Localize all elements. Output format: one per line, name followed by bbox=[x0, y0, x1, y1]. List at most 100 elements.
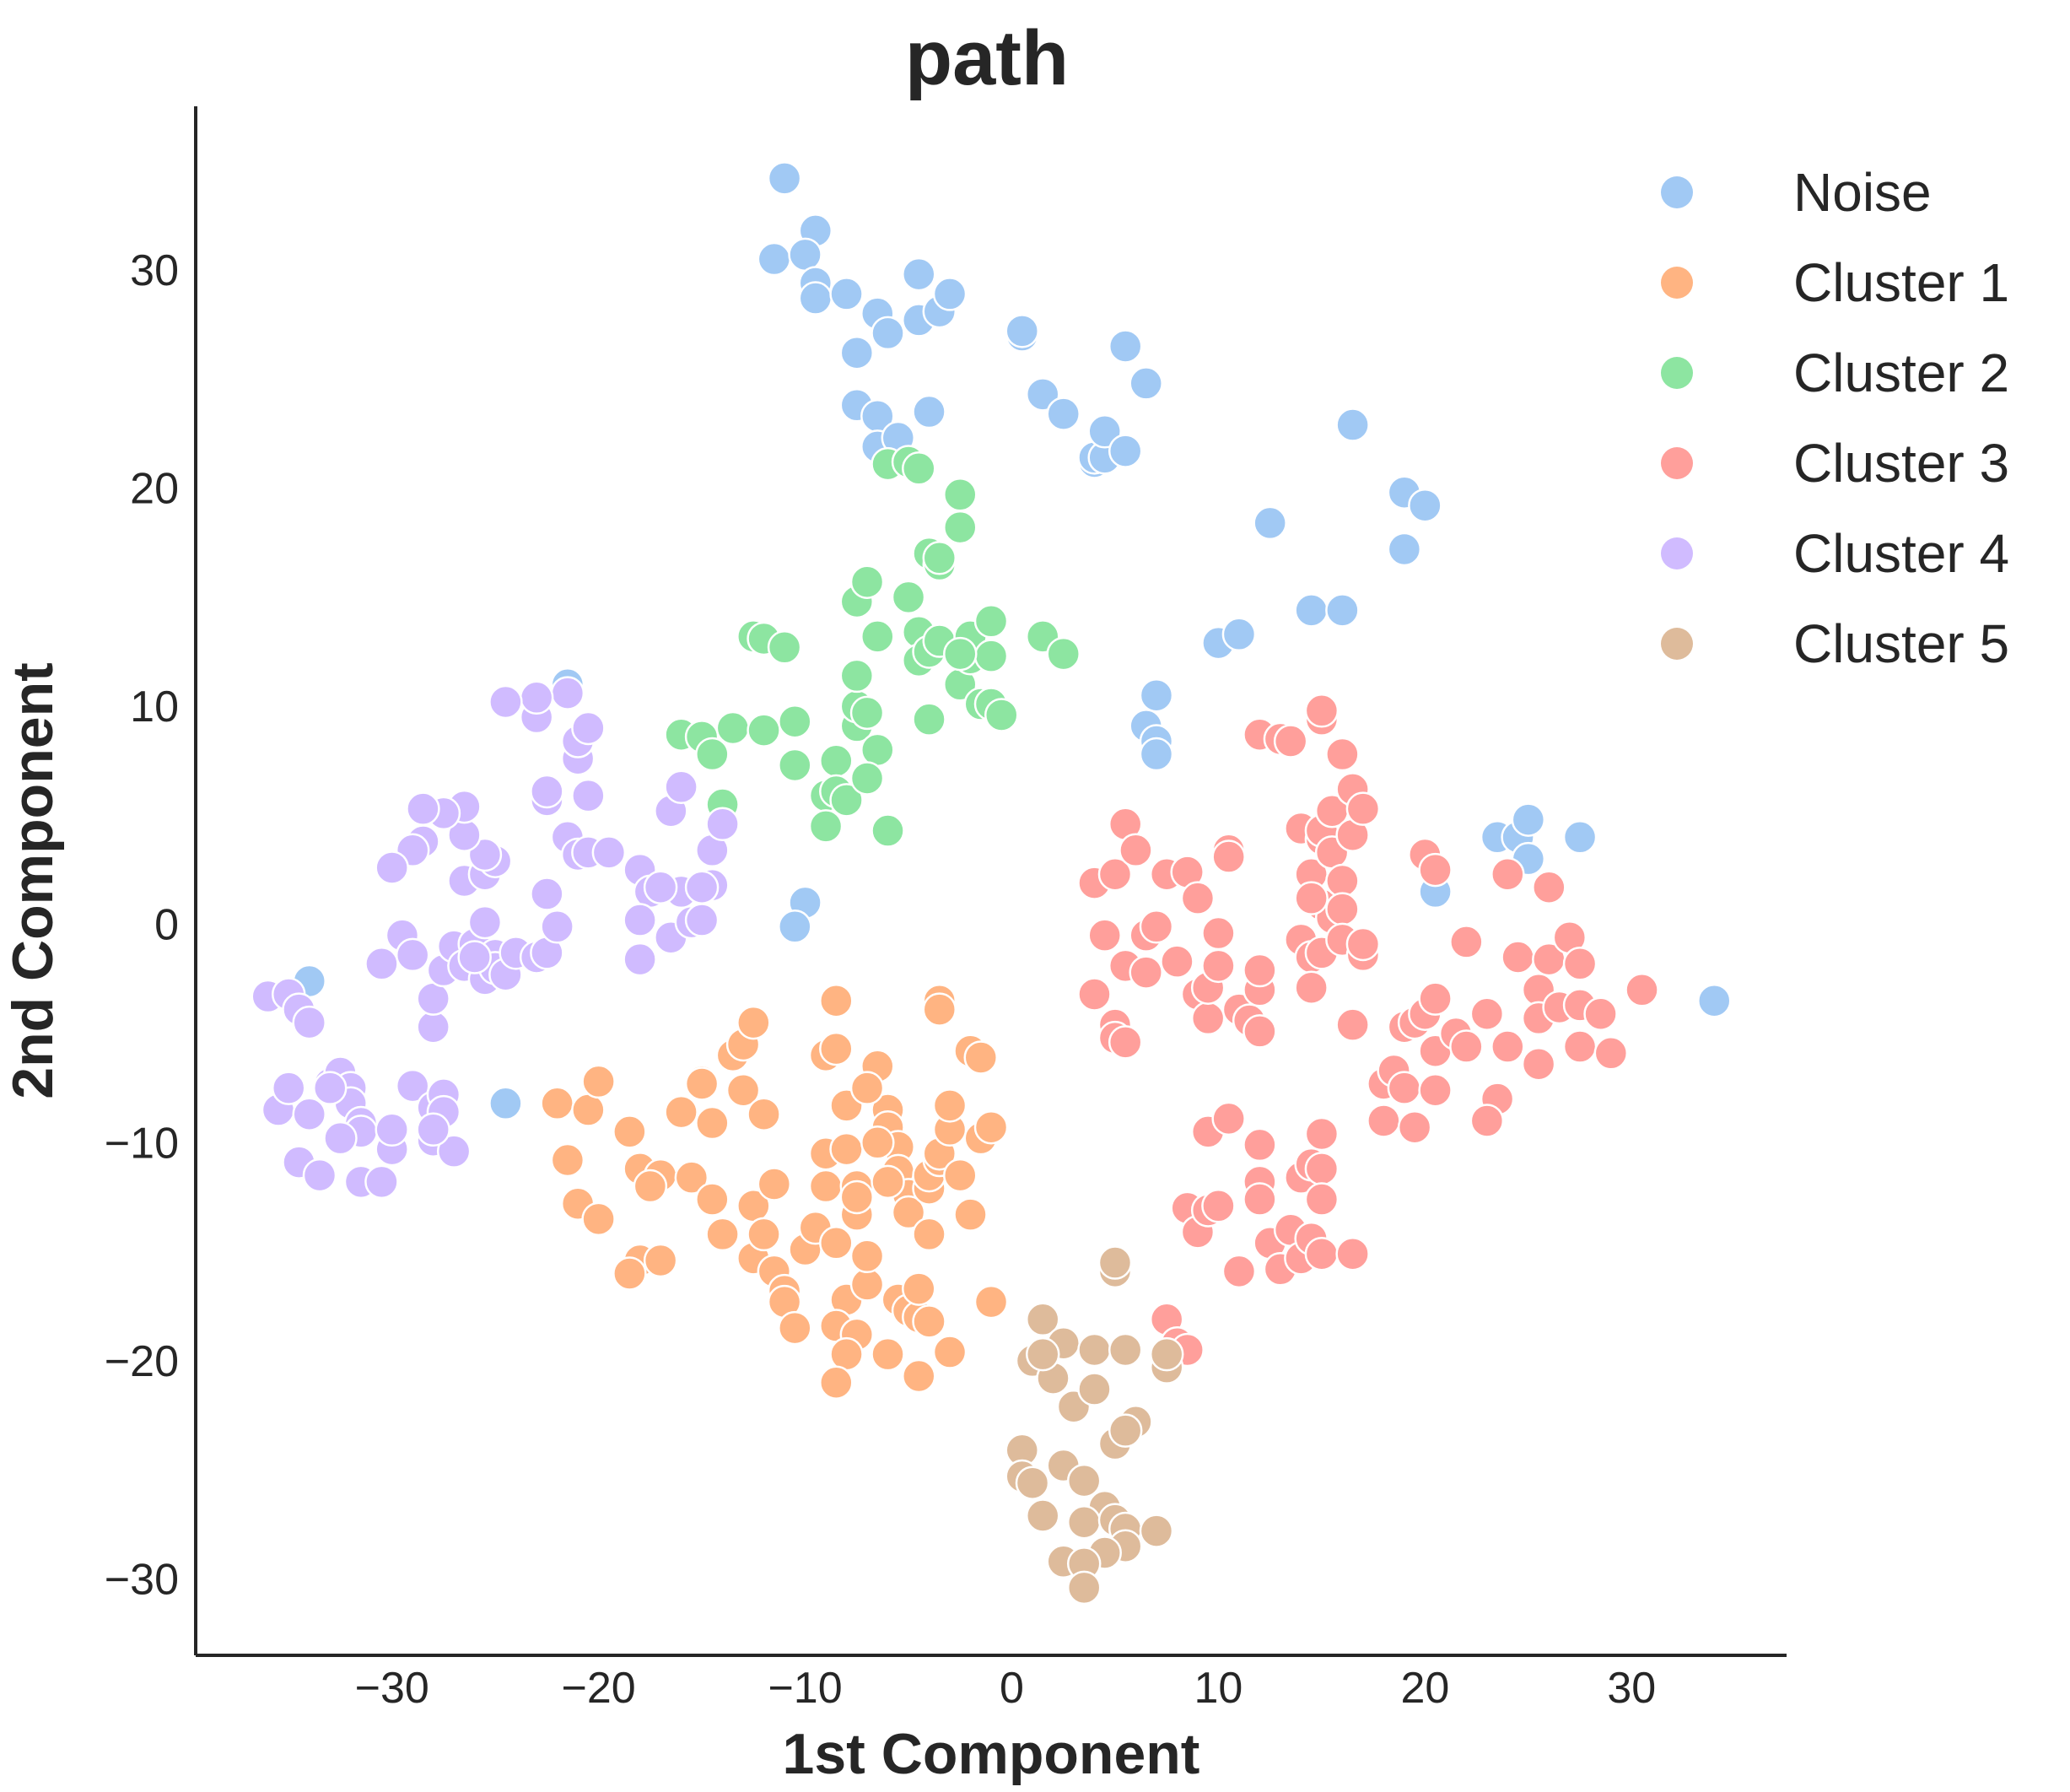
data-point bbox=[757, 1167, 792, 1201]
legend-item: Cluster 3 bbox=[1661, 433, 2009, 494]
data-point bbox=[973, 639, 1009, 673]
data-point bbox=[849, 1071, 885, 1105]
data-point bbox=[1149, 1336, 1184, 1372]
data-point bbox=[1325, 737, 1360, 772]
legend-item: Cluster 1 bbox=[1661, 252, 2009, 313]
data-point bbox=[747, 1217, 781, 1252]
data-point bbox=[871, 316, 905, 351]
data-point bbox=[798, 281, 833, 316]
data-point bbox=[1097, 856, 1133, 892]
data-point bbox=[530, 774, 564, 809]
data-point bbox=[943, 510, 978, 545]
data-point bbox=[1243, 1182, 1277, 1217]
data-point bbox=[375, 850, 409, 885]
data-point bbox=[778, 909, 812, 944]
data-point bbox=[302, 1158, 337, 1193]
legend-label: Cluster 4 bbox=[1793, 523, 2009, 584]
data-point bbox=[705, 1217, 740, 1252]
data-point bbox=[612, 1115, 647, 1149]
data-point bbox=[778, 704, 812, 739]
data-point bbox=[467, 837, 503, 872]
data-point bbox=[1304, 1152, 1340, 1186]
data-point bbox=[1108, 1332, 1143, 1368]
series-4 bbox=[1077, 694, 1659, 1368]
data-point bbox=[292, 1005, 326, 1040]
data-point bbox=[1108, 434, 1143, 468]
data-point bbox=[1562, 947, 1598, 981]
data-point bbox=[1593, 1036, 1629, 1071]
data-point bbox=[819, 983, 854, 1018]
data-point bbox=[860, 1125, 895, 1160]
data-point bbox=[1243, 1127, 1277, 1163]
data-point bbox=[623, 942, 657, 977]
data-point bbox=[767, 161, 802, 196]
legend-label: Cluster 3 bbox=[1793, 433, 2009, 494]
data-point bbox=[436, 1134, 472, 1169]
data-point bbox=[902, 256, 936, 292]
data-point bbox=[581, 1201, 616, 1237]
data-point bbox=[1469, 1104, 1505, 1138]
data-point bbox=[1087, 414, 1122, 449]
y-axis-label: 2nd Component bbox=[1, 662, 65, 1099]
data-point bbox=[1077, 1372, 1112, 1406]
data-point bbox=[695, 1105, 730, 1141]
legend-marker bbox=[1661, 537, 1693, 569]
data-point bbox=[1139, 909, 1174, 944]
data-point bbox=[1304, 694, 1340, 728]
data-point bbox=[1469, 996, 1505, 1031]
data-point bbox=[757, 241, 792, 277]
data-point bbox=[1108, 329, 1143, 364]
x-tick-label: 0 bbox=[1000, 1664, 1024, 1713]
data-point bbox=[1066, 1570, 1102, 1606]
data-point bbox=[323, 1120, 358, 1156]
data-point bbox=[395, 937, 430, 973]
data-point bbox=[571, 1093, 606, 1127]
series-6 bbox=[1005, 1245, 1184, 1606]
data-point bbox=[271, 1071, 306, 1105]
data-point bbox=[778, 1310, 812, 1346]
data-point bbox=[643, 870, 678, 905]
data-point bbox=[1077, 977, 1112, 1012]
data-point bbox=[1345, 791, 1381, 826]
data-point bbox=[540, 909, 574, 944]
series-2 bbox=[540, 983, 1009, 1401]
data-point bbox=[416, 1112, 450, 1147]
data-point bbox=[1511, 802, 1546, 837]
data-point bbox=[912, 1217, 946, 1252]
data-point bbox=[1129, 955, 1163, 990]
legend-marker bbox=[1661, 176, 1693, 208]
data-point bbox=[1304, 1116, 1340, 1152]
data-point bbox=[767, 630, 802, 665]
data-point bbox=[1025, 1302, 1060, 1337]
x-tick-label: 10 bbox=[1194, 1664, 1243, 1713]
data-point bbox=[1521, 1046, 1556, 1082]
data-point bbox=[664, 1094, 698, 1130]
data-point bbox=[1139, 1514, 1174, 1548]
x-tick-label: −30 bbox=[355, 1664, 429, 1713]
data-point bbox=[633, 1169, 668, 1204]
data-point bbox=[747, 713, 781, 748]
data-point bbox=[1304, 1236, 1340, 1271]
data-point bbox=[1119, 833, 1153, 868]
x-tick-label: 30 bbox=[1607, 1664, 1656, 1713]
data-point bbox=[819, 1365, 854, 1401]
data-point bbox=[912, 1304, 946, 1339]
data-point bbox=[902, 1358, 936, 1394]
data-point bbox=[943, 478, 978, 512]
data-point bbox=[778, 748, 812, 783]
data-point bbox=[1180, 881, 1216, 915]
data-point bbox=[467, 904, 503, 940]
y-tick-label: 10 bbox=[130, 683, 179, 731]
data-point bbox=[902, 1271, 936, 1306]
data-point bbox=[932, 1088, 968, 1123]
data-point bbox=[912, 702, 946, 737]
data-point bbox=[932, 277, 968, 311]
data-point bbox=[1160, 944, 1194, 979]
data-point bbox=[1025, 1498, 1060, 1533]
data-point bbox=[292, 1097, 326, 1131]
data-point bbox=[829, 1336, 864, 1372]
data-point bbox=[571, 778, 606, 813]
data-point bbox=[1697, 983, 1732, 1018]
y-tick-label: −30 bbox=[105, 1555, 179, 1604]
